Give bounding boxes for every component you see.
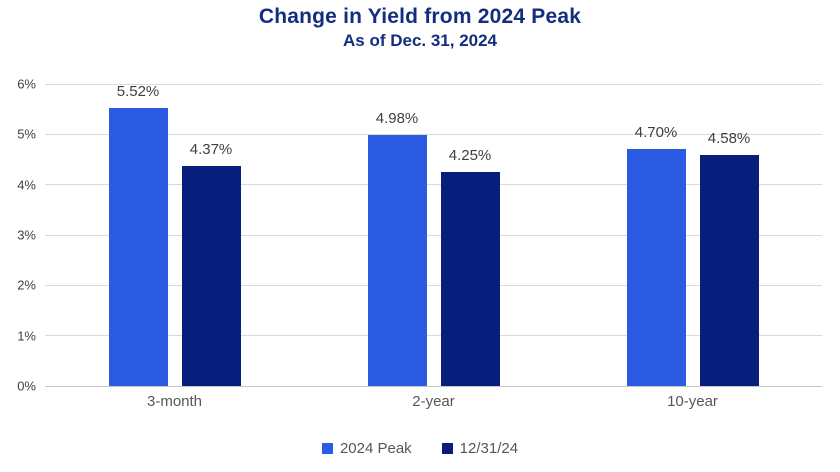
bar-3-month-12-31-24: 4.37% bbox=[181, 141, 241, 386]
legend-label: 12/31/24 bbox=[459, 440, 519, 457]
y-axis: 0% 1% 2% 3% 4% 5% 6% bbox=[0, 77, 36, 394]
bar-value-label: 5.52% bbox=[116, 83, 160, 101]
bar-value-label: 4.70% bbox=[634, 124, 678, 142]
bar-group-10-year: 4.70% 4.58% bbox=[563, 84, 822, 386]
legend: 2024 Peak 12/31/24 bbox=[0, 440, 840, 457]
y-tick-label: 4% bbox=[17, 177, 36, 193]
gridline-4% bbox=[45, 184, 822, 186]
bar-2-year-2024-peak: 4.98% bbox=[367, 110, 427, 386]
y-tick-label: 5% bbox=[17, 126, 36, 142]
y-tick-label: 3% bbox=[17, 227, 36, 243]
gridline-3% bbox=[45, 234, 822, 236]
y-tick-label: 1% bbox=[17, 328, 36, 344]
bar-group-2-year: 4.98% 4.25% bbox=[304, 84, 563, 386]
bar-value-label: 4.98% bbox=[375, 110, 419, 128]
bar-10-year-12-31-24: 4.58% bbox=[699, 130, 759, 386]
bar-rect bbox=[440, 172, 500, 386]
bar-rect bbox=[699, 155, 759, 386]
x-axis: 3-month 2-year 10-year bbox=[45, 393, 822, 415]
gridline-6% bbox=[45, 83, 822, 85]
y-tick-label: 6% bbox=[17, 76, 36, 92]
bar-group-3-month: 5.52% 4.37% bbox=[45, 83, 304, 386]
legend-swatch-icon bbox=[441, 443, 453, 454]
chart-subtitle: As of Dec. 31, 2024 bbox=[342, 31, 498, 50]
gridline-0% bbox=[45, 385, 822, 387]
bar-value-label: 4.25% bbox=[448, 147, 492, 165]
x-tick-label-2-year: 2-year bbox=[412, 393, 455, 410]
gridline-1% bbox=[45, 335, 822, 337]
bar-3-month-2024-peak: 5.52% bbox=[108, 83, 168, 386]
plot-area: 5.52% 4.37% 4.98% 4.25% 4.70% 4.58% bbox=[45, 83, 822, 387]
bar-rect bbox=[108, 108, 168, 386]
gridline-5% bbox=[45, 133, 822, 135]
y-tick-label: 0% bbox=[17, 378, 36, 394]
gridline-2% bbox=[45, 284, 822, 286]
bar-10-year-2024-peak: 4.70% bbox=[626, 124, 686, 386]
x-tick-label-10-year: 10-year bbox=[667, 393, 718, 410]
chart-title: Change in Yield from 2024 Peak bbox=[258, 5, 582, 28]
legend-label: 2024 Peak bbox=[339, 440, 412, 457]
bar-value-label: 4.37% bbox=[189, 141, 233, 159]
bar-rect bbox=[181, 166, 241, 386]
x-tick-label-3-month: 3-month bbox=[146, 393, 203, 410]
bar-rect bbox=[367, 135, 427, 386]
bar-rect bbox=[626, 149, 686, 386]
legend-item-2024-peak: 2024 Peak bbox=[321, 440, 412, 457]
bar-2-year-12-31-24: 4.25% bbox=[440, 147, 500, 386]
legend-item-12-31-24: 12/31/24 bbox=[441, 440, 519, 457]
y-tick-label: 2% bbox=[17, 277, 36, 293]
bar-value-label: 4.58% bbox=[707, 130, 751, 148]
legend-swatch-icon bbox=[321, 443, 333, 454]
